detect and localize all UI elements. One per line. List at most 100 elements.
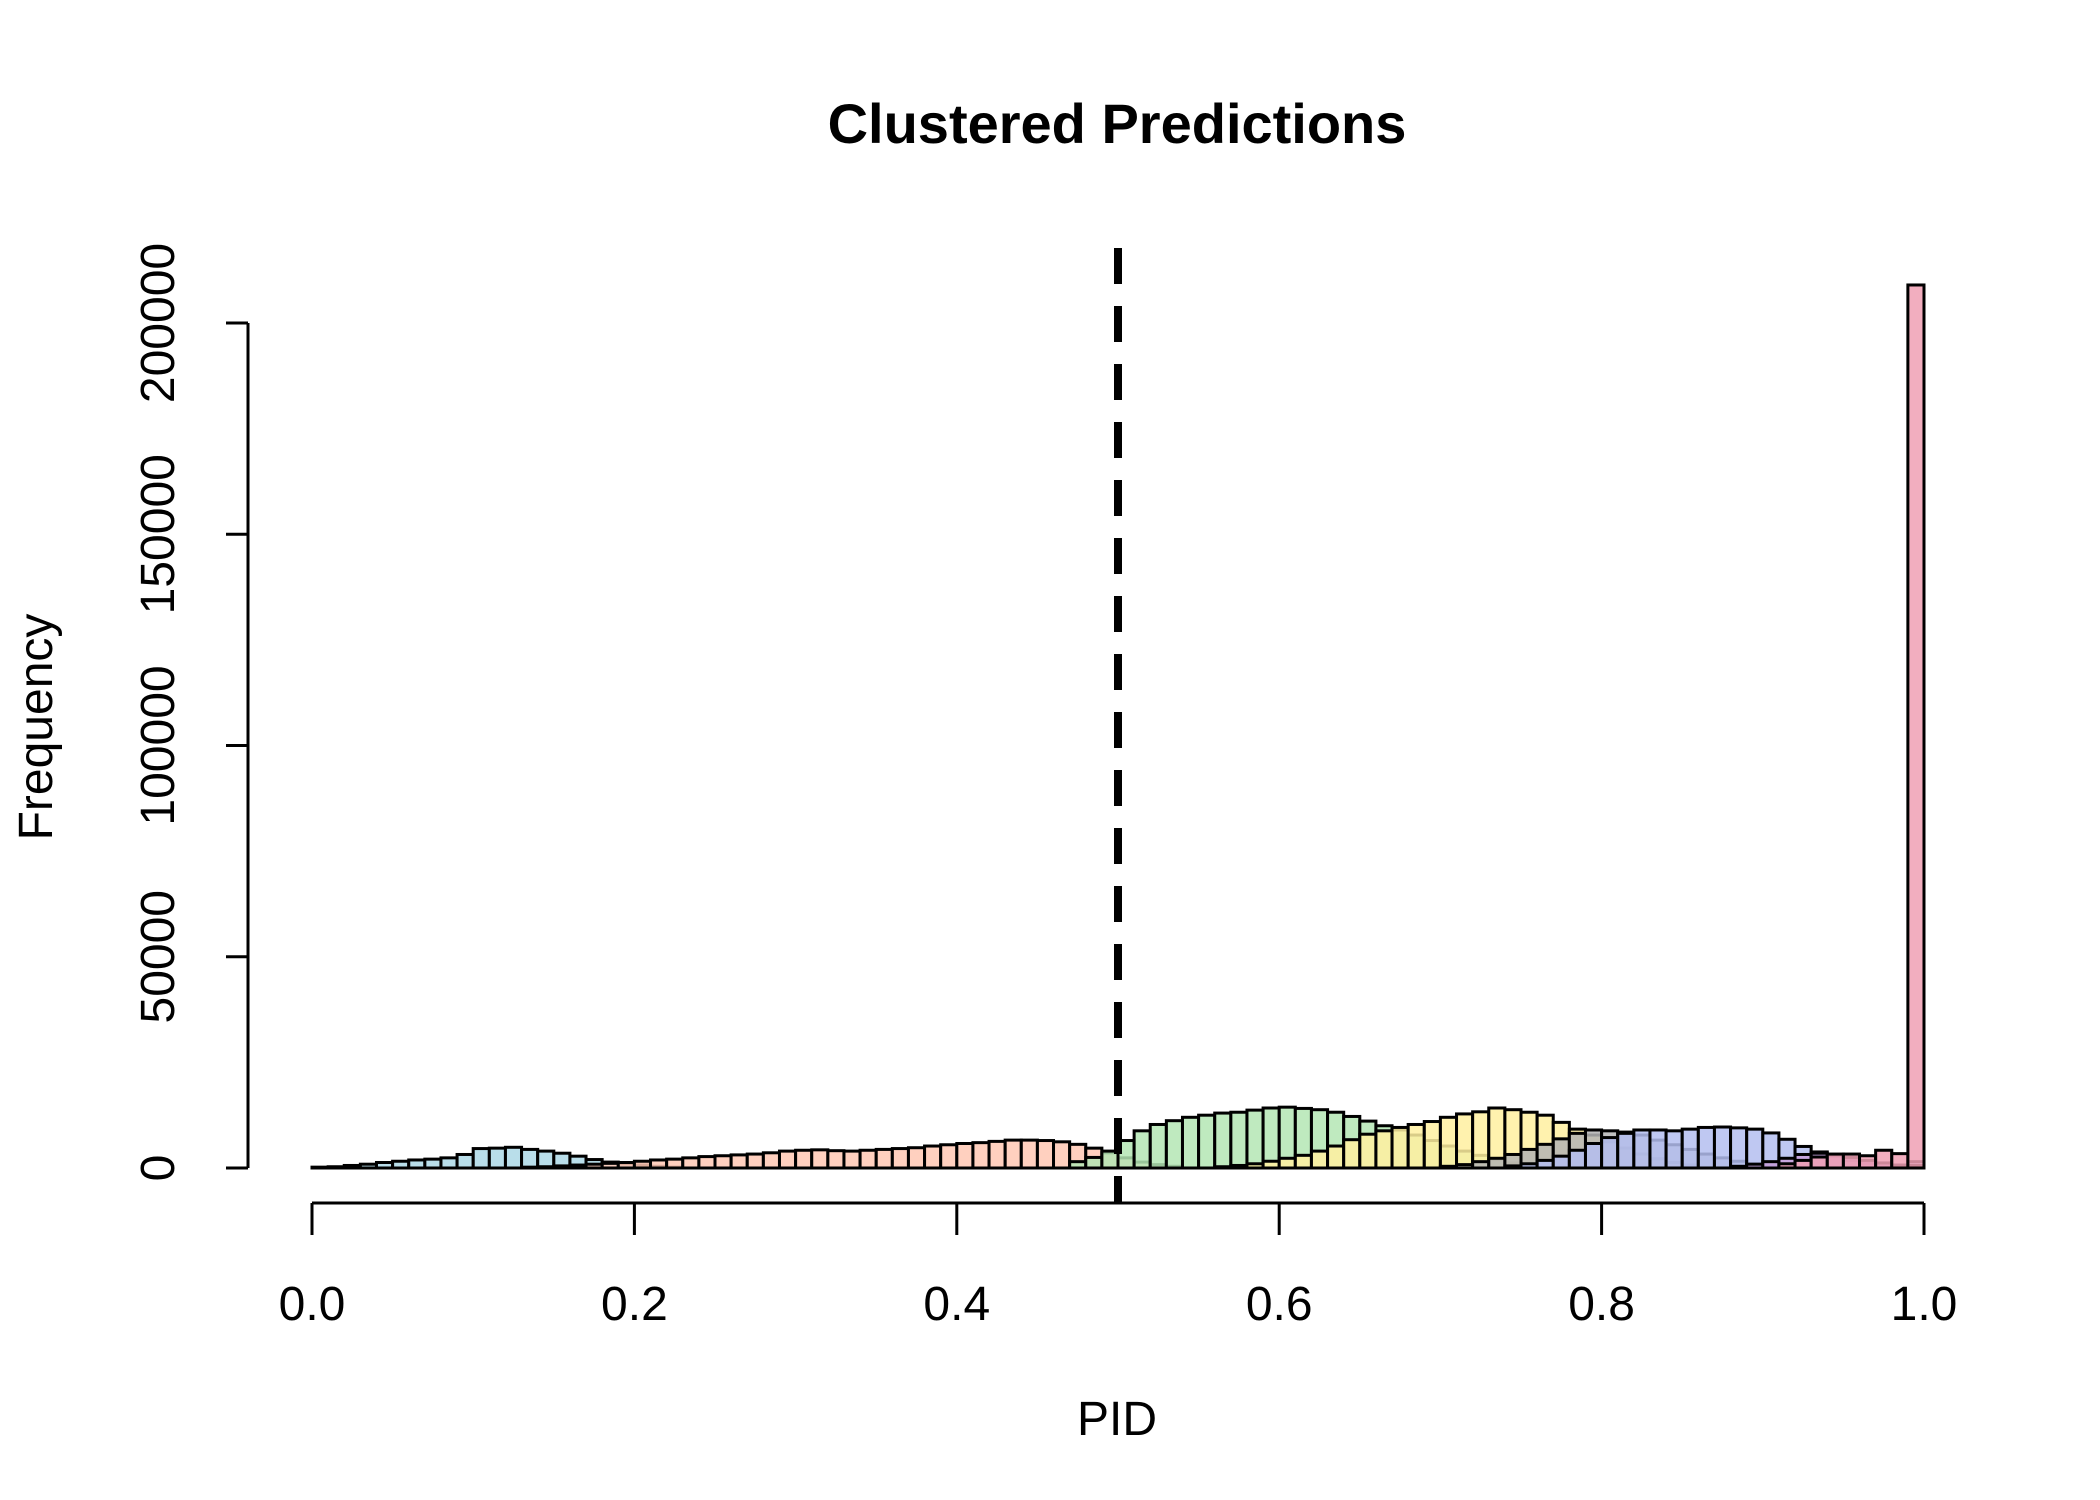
histogram-bar	[1729, 1126, 1749, 1170]
histogram-bar	[1342, 1138, 1362, 1170]
histogram-bar	[1084, 1155, 1104, 1170]
histogram-bar	[1471, 1110, 1491, 1170]
histogram-bar	[1003, 1138, 1023, 1170]
x-tick-label: 0.4	[923, 1278, 990, 1331]
histogram-bar	[810, 1148, 830, 1170]
histogram-bar	[697, 1155, 717, 1170]
histogram-bar	[503, 1145, 524, 1170]
histogram-bar	[906, 1146, 927, 1170]
histogram-bar	[826, 1149, 846, 1170]
histogram-bar	[1180, 1115, 1201, 1170]
histogram-bar	[439, 1156, 459, 1170]
histogram-bar	[1729, 1164, 1749, 1170]
histogram-bar	[761, 1151, 781, 1170]
y-tick-label: 50000	[132, 890, 185, 1023]
histogram-bar	[1906, 283, 1926, 1170]
histogram-bar	[1648, 1128, 1668, 1170]
histogram-bar	[1761, 1160, 1781, 1170]
histogram-bar	[455, 1152, 475, 1170]
histogram-bar	[713, 1154, 733, 1170]
histogram-bar	[1551, 1154, 1571, 1170]
histogram-bar	[1712, 1125, 1733, 1170]
histogram-bar	[1164, 1119, 1184, 1170]
histogram-bar	[552, 1164, 572, 1170]
x-tick-label: 0.8	[1568, 1278, 1635, 1331]
histogram-bar	[987, 1139, 1007, 1170]
histogram-bar	[1390, 1125, 1410, 1170]
histogram-bar	[665, 1157, 685, 1170]
histogram-bar	[794, 1148, 814, 1170]
histogram-bar	[568, 1163, 588, 1170]
histogram-bar	[939, 1143, 959, 1170]
histogram-bar	[1148, 1122, 1168, 1170]
histogram-bar	[1358, 1132, 1378, 1170]
histogram-bar	[342, 1163, 362, 1170]
chart-title: Clustered Predictions	[828, 92, 1407, 155]
histogram-bar	[1132, 1129, 1152, 1170]
series-8	[1777, 283, 1926, 1170]
histogram-bar	[536, 1165, 556, 1170]
y-tick-label: 150000	[132, 454, 185, 614]
histogram-bar	[310, 1165, 330, 1170]
histogram-bar	[842, 1149, 862, 1170]
y-axis: 0 50000 100000 150000 200000	[132, 243, 250, 1181]
histogram-bar	[1858, 1154, 1878, 1170]
y-axis-label: Frequency	[10, 614, 63, 841]
histogram-bar	[1374, 1129, 1394, 1170]
histogram-bar	[1438, 1115, 1459, 1170]
histogram-bar	[955, 1141, 975, 1170]
histogram-bar	[471, 1147, 491, 1170]
histogram-bar	[1213, 1165, 1233, 1170]
histogram-bar	[745, 1152, 765, 1170]
histogram-bar	[777, 1149, 798, 1170]
histogram-bar	[1197, 1113, 1217, 1170]
y-tick-label: 200000	[132, 243, 185, 403]
histogram-bar	[1825, 1152, 1845, 1170]
histogram-bar	[1035, 1139, 1056, 1170]
histogram-bar	[1680, 1127, 1700, 1170]
histogram-bar	[391, 1159, 411, 1170]
histogram-bar	[520, 1165, 540, 1170]
histogram-bars	[310, 283, 1926, 1170]
histogram-bar	[1841, 1152, 1862, 1170]
histogram-bar	[1293, 1153, 1313, 1170]
histogram-bar	[858, 1148, 878, 1170]
histogram-bar	[1019, 1138, 1039, 1170]
histogram-bar	[1777, 1162, 1797, 1170]
histogram-bar	[923, 1144, 943, 1170]
histogram-bar	[1422, 1120, 1442, 1170]
histogram-bar	[407, 1158, 427, 1170]
x-tick-label: 1.0	[1891, 1278, 1958, 1331]
x-axis-label: PID	[1077, 1393, 1157, 1446]
histogram-bar	[1261, 1159, 1281, 1170]
histogram-bar	[1277, 1156, 1297, 1170]
histogram-bar	[1567, 1148, 1587, 1170]
histogram-bar	[1809, 1155, 1829, 1170]
histogram-bar	[326, 1165, 346, 1170]
histogram-bar	[520, 1147, 540, 1170]
histogram-bar	[1696, 1125, 1716, 1170]
histogram-bar	[1535, 1158, 1555, 1170]
histogram-bar	[1503, 1164, 1523, 1170]
histogram-bar	[1213, 1111, 1233, 1170]
histogram-bar	[358, 1162, 378, 1170]
histogram-bar	[1245, 1108, 1265, 1170]
histogram-bar	[1406, 1122, 1426, 1170]
histogram-bar	[1664, 1129, 1684, 1170]
histogram-bar	[1052, 1140, 1072, 1170]
histogram-bar	[1890, 1152, 1910, 1170]
histogram-bar	[1309, 1149, 1330, 1170]
x-tick-label: 0.2	[601, 1278, 668, 1331]
histogram-bar	[616, 1161, 636, 1170]
histogram-bar	[487, 1146, 507, 1170]
histogram-bar	[1583, 1141, 1604, 1170]
histogram-bar	[1793, 1158, 1813, 1170]
histogram-bar	[729, 1153, 749, 1170]
histogram-bar	[1245, 1162, 1265, 1170]
histogram-bar	[1261, 1106, 1281, 1170]
histogram-bar	[632, 1159, 653, 1170]
histogram-bar	[600, 1161, 620, 1170]
histogram-bar	[1471, 1160, 1491, 1170]
histogram-bar	[890, 1147, 910, 1170]
